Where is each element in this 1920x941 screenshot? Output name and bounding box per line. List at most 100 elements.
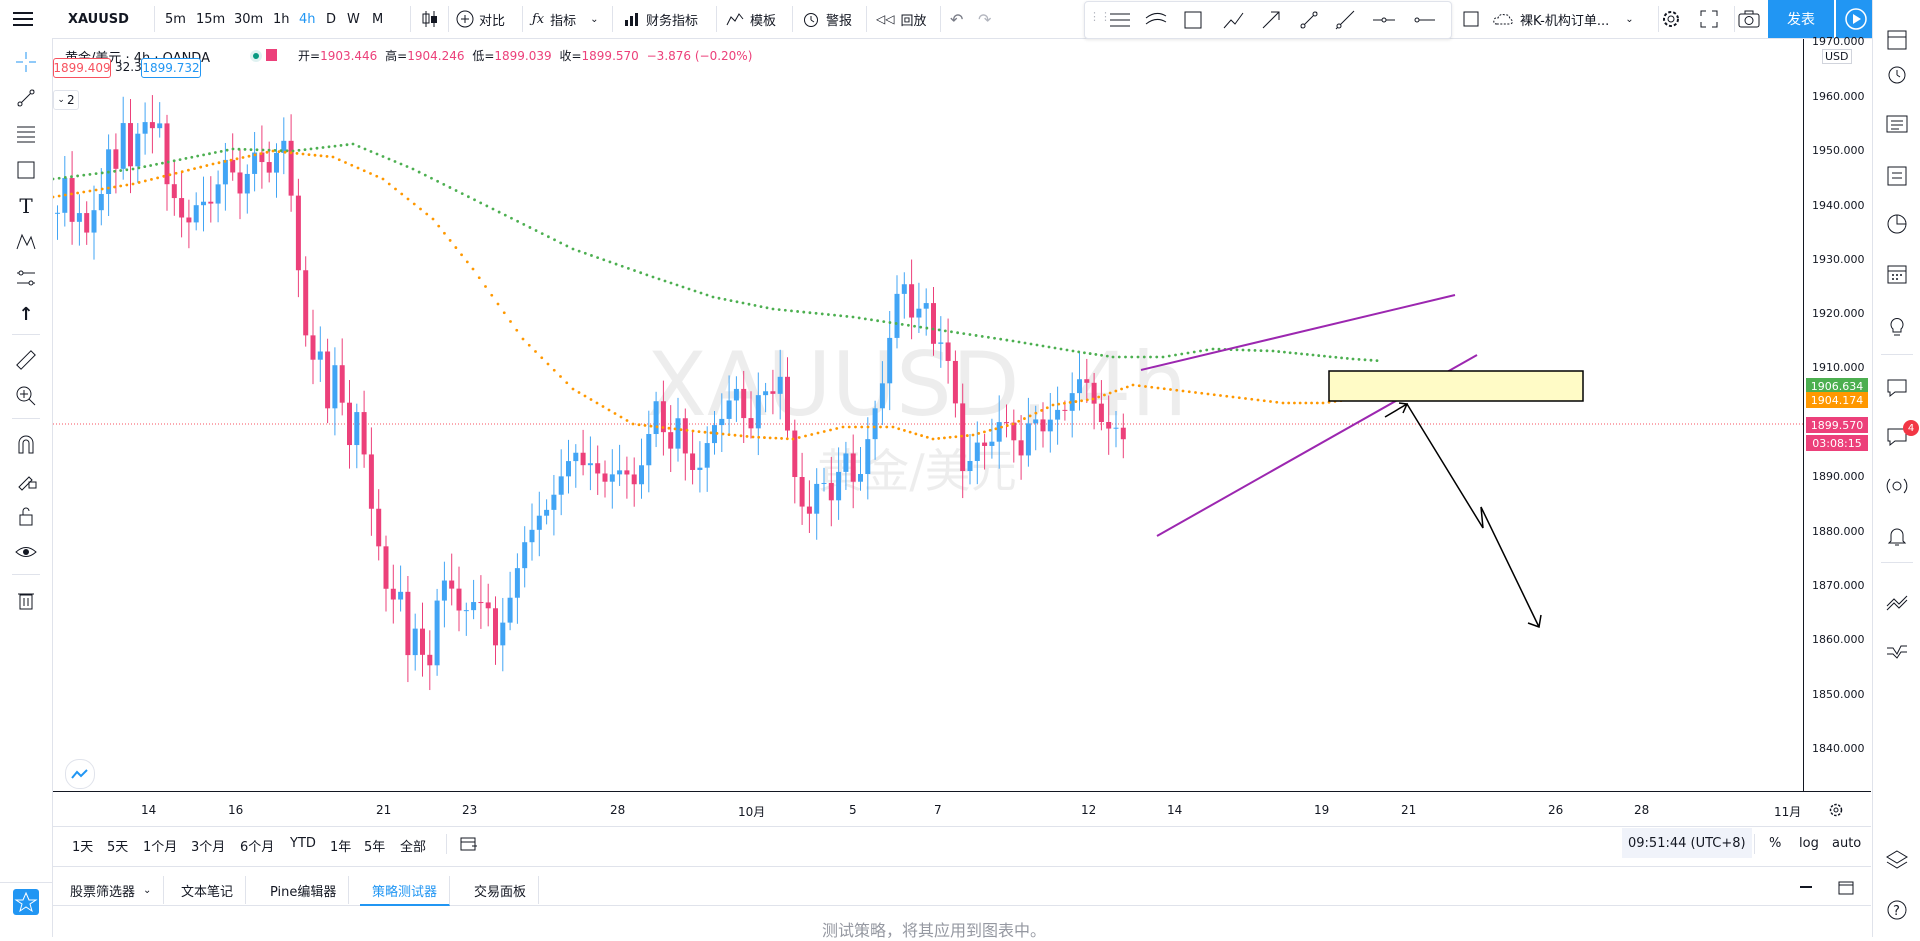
camera-icon[interactable] xyxy=(1738,0,1760,38)
price-chart[interactable]: XAUUSD, 4h 黄金/美元 xyxy=(53,39,1803,791)
zoom-in-icon[interactable] xyxy=(12,382,40,410)
rectangle-shape-icon[interactable] xyxy=(12,156,40,184)
timeframe-m[interactable]: M xyxy=(372,11,384,27)
price-axis[interactable]: USD xyxy=(1803,39,1872,791)
prediction-icon[interactable] xyxy=(12,264,40,292)
go-to-date-icon[interactable] xyxy=(460,836,478,856)
tab-strategy-tester[interactable]: 策略测试器 xyxy=(360,876,451,906)
ray-icon[interactable] xyxy=(1333,8,1357,36)
trend-line-icon[interactable] xyxy=(12,84,40,112)
tradingview-logo-icon[interactable] xyxy=(65,759,95,789)
chat-icon[interactable] xyxy=(1883,374,1911,402)
undo-icon[interactable]: ↶ xyxy=(950,9,964,29)
depth-icon[interactable] xyxy=(1883,636,1911,664)
timeframe-30m[interactable]: 30m xyxy=(234,11,264,27)
timeframe-1h[interactable]: 1h xyxy=(273,11,290,27)
symbol-search[interactable]: XAUUSD xyxy=(68,11,129,27)
bid-price-box[interactable]: 1899.409 xyxy=(53,58,111,78)
unlock-icon[interactable] xyxy=(12,502,40,530)
settings-gear-icon[interactable] xyxy=(1660,0,1682,38)
trading-icon[interactable] xyxy=(1883,588,1911,616)
pitchfork-icon[interactable] xyxy=(1143,8,1169,36)
layout-select[interactable]: 裸K-机构订单... ⌄ xyxy=(1462,0,1634,38)
arrow-icon[interactable] xyxy=(1259,8,1283,36)
brush-icon[interactable] xyxy=(1221,8,1245,36)
ask-price-box[interactable]: 1899.732 xyxy=(141,58,201,78)
compare-button[interactable]: 对比 xyxy=(456,0,505,38)
idea-lightbulb-icon[interactable] xyxy=(1883,312,1911,340)
fib-retracement-icon[interactable] xyxy=(12,120,40,148)
timeframe-5m[interactable]: 5m xyxy=(165,11,186,27)
help-icon[interactable]: ? xyxy=(1883,896,1911,924)
timezone-clock[interactable]: 09:51:44 (UTC+8) xyxy=(1622,828,1752,858)
tab-stock-screener[interactable]: 股票筛选器 ⌄ xyxy=(58,876,165,904)
menu-icon[interactable] xyxy=(12,0,34,38)
play-circle-icon[interactable] xyxy=(1836,0,1876,38)
range-1m[interactable]: 1个月 xyxy=(143,840,178,855)
axis-settings-gear-icon[interactable] xyxy=(1828,802,1844,822)
drag-handle-icon[interactable]: ⋮⋮ xyxy=(1089,10,1111,23)
supply-zone-box[interactable] xyxy=(1328,370,1584,402)
maximize-panel-icon[interactable] xyxy=(1838,880,1854,899)
indicators-collapse-toggle[interactable]: ⌄ 2 xyxy=(53,90,79,110)
auto-scale-toggle[interactable]: auto xyxy=(1832,836,1862,851)
flag-icon[interactable] xyxy=(266,49,277,61)
range-5d[interactable]: 5天 xyxy=(107,840,129,855)
range-6m[interactable]: 6个月 xyxy=(240,840,275,855)
timeframe-4h[interactable]: 4h xyxy=(299,11,316,27)
templates-button[interactable]: 模板 xyxy=(726,0,776,38)
timeframe-15m[interactable]: 15m xyxy=(196,11,226,27)
tab-pine-editor[interactable]: Pine编辑器 xyxy=(258,876,350,904)
news-icon[interactable] xyxy=(1883,110,1911,138)
range-1d[interactable]: 1天 xyxy=(72,840,94,855)
arrow-up-icon[interactable]: ↑ xyxy=(18,303,34,325)
replay-button[interactable]: ◁◁ 回放 xyxy=(876,0,926,38)
watchlist-icon[interactable] xyxy=(1883,26,1911,54)
trend-line-icon[interactable] xyxy=(1297,8,1321,36)
wedge-upper-line[interactable] xyxy=(1140,294,1456,371)
eye-icon[interactable] xyxy=(12,538,40,566)
percent-scale-toggle[interactable]: % xyxy=(1769,836,1782,851)
timeframe-w[interactable]: W xyxy=(347,11,360,27)
layers-icon[interactable] xyxy=(1883,846,1911,874)
redo-icon[interactable]: ↷ xyxy=(978,9,992,29)
object-tree-icon[interactable] xyxy=(12,888,40,916)
time-axis[interactable] xyxy=(53,791,1871,826)
calendar-icon[interactable] xyxy=(1883,260,1911,288)
projection-arrow-path[interactable] xyxy=(1384,402,1540,628)
ma-dot xyxy=(345,143,349,147)
financials-button[interactable]: 财务指标 xyxy=(624,0,698,38)
alert-button[interactable]: 警报 xyxy=(802,0,852,38)
rectangle-icon[interactable] xyxy=(1181,8,1205,36)
lock-drawing-icon[interactable] xyxy=(12,466,40,494)
ruler-icon[interactable] xyxy=(12,346,40,374)
tab-trading-panel[interactable]: 交易面板 xyxy=(462,876,540,904)
chart-pane[interactable]: XAUUSD, 4h 黄金/美元 黄金/美元 · 4h · OANDA 开=19… xyxy=(53,39,1803,791)
candle-type-icon[interactable] xyxy=(420,0,440,38)
horizontal-ray-icon[interactable] xyxy=(1411,8,1437,36)
parallel-channel-icon[interactable] xyxy=(1107,8,1133,36)
log-scale-toggle[interactable]: log xyxy=(1799,836,1819,851)
horizontal-line-icon[interactable] xyxy=(1371,8,1397,36)
trash-icon[interactable] xyxy=(12,586,40,614)
range-ytd[interactable]: YTD xyxy=(290,836,316,851)
magnet-icon[interactable] xyxy=(12,430,40,458)
crosshair-icon[interactable] xyxy=(12,48,40,76)
range-3m[interactable]: 3个月 xyxy=(191,840,226,855)
range-1y[interactable]: 1年 xyxy=(330,840,352,855)
range-all[interactable]: 全部 xyxy=(400,840,427,855)
minimize-panel-icon[interactable] xyxy=(1800,886,1812,888)
streams-icon[interactable] xyxy=(1883,472,1911,500)
range-5y[interactable]: 5年 xyxy=(364,840,386,855)
timeframe-d[interactable]: D xyxy=(326,11,337,27)
indicators-button[interactable]: ƒx 指标 ⌄ xyxy=(532,0,599,38)
fullscreen-icon[interactable] xyxy=(1700,0,1718,38)
hotlist-icon[interactable] xyxy=(1883,210,1911,238)
data-window-icon[interactable] xyxy=(1883,162,1911,190)
tab-text-notes[interactable]: 文本笔记 xyxy=(169,876,247,904)
alarm-clock-icon[interactable] xyxy=(1883,60,1911,88)
xabcd-pattern-icon[interactable] xyxy=(12,228,40,256)
text-icon[interactable]: T xyxy=(19,194,33,218)
bell-icon[interactable] xyxy=(1883,522,1911,550)
publish-button[interactable]: 发表 xyxy=(1768,0,1834,38)
